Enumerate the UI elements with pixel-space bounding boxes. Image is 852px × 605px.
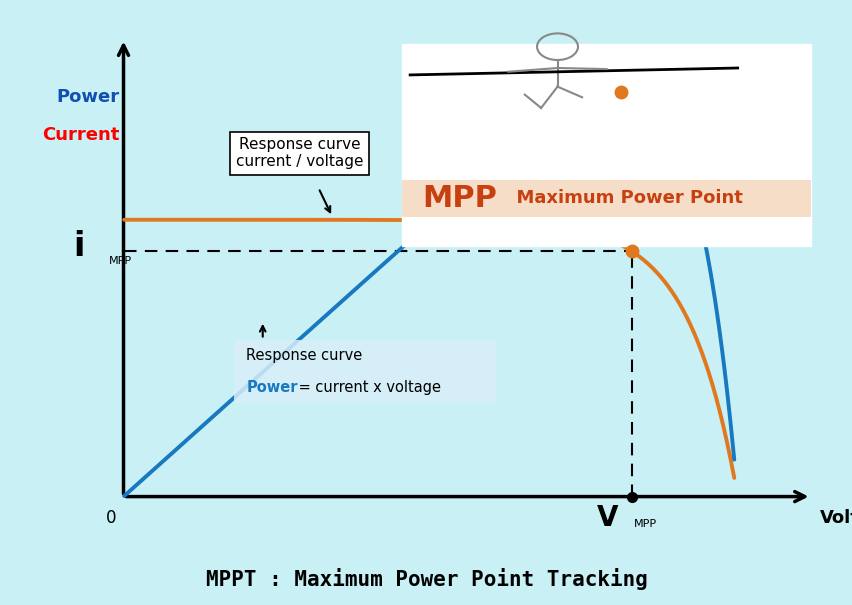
Text: $\mathbf{V}$: $\mathbf{V}$: [596, 504, 619, 532]
Text: MPP: MPP: [109, 256, 132, 266]
Text: = current x voltage: = current x voltage: [293, 380, 440, 395]
Text: Response curve: Response curve: [246, 348, 362, 363]
Text: 0: 0: [106, 509, 117, 527]
Text: MPP: MPP: [633, 518, 656, 529]
Text: $\mathbf{i}$: $\mathbf{i}$: [73, 229, 83, 263]
FancyBboxPatch shape: [401, 180, 810, 217]
FancyBboxPatch shape: [401, 44, 810, 246]
Text: MPPT : Maximum Power Point Tracking: MPPT : Maximum Power Point Tracking: [205, 568, 647, 590]
Text: MPP: MPP: [422, 184, 497, 213]
Text: Voltage: Voltage: [819, 509, 852, 527]
Text: Response curve
current / voltage: Response curve current / voltage: [235, 137, 363, 169]
Text: Power: Power: [56, 88, 119, 106]
Text: Current: Current: [42, 126, 119, 143]
Text: Maximum Power Point: Maximum Power Point: [504, 189, 742, 208]
Text: Power: Power: [246, 380, 297, 395]
FancyBboxPatch shape: [233, 339, 496, 404]
